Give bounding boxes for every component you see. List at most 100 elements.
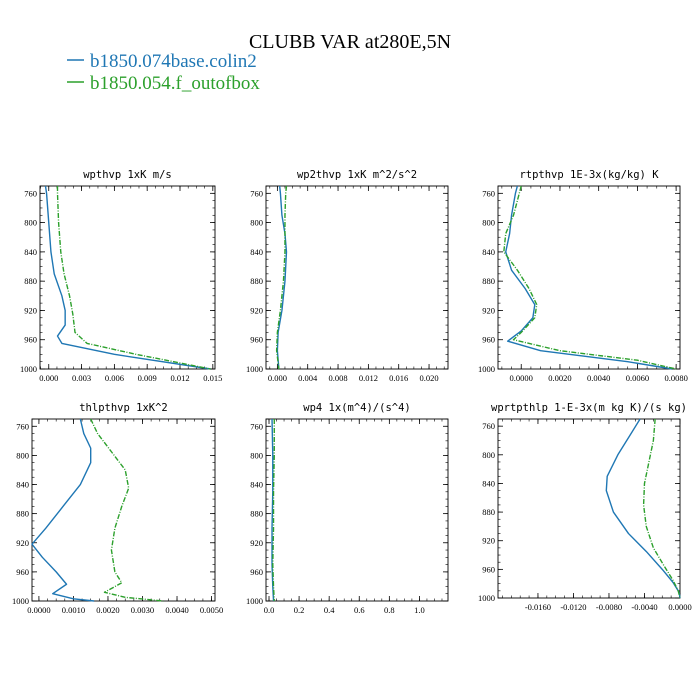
- panel-title: rtpthvp 1E-3x(kg/kg) K: [519, 169, 659, 181]
- panel-title: wprtpthlp 1-E-3x(m kg K)/(s kg): [491, 402, 687, 414]
- y-tick-label: 920: [250, 538, 263, 548]
- x-tick-label: 0.0000: [668, 602, 691, 612]
- y-tick-label: 840: [16, 480, 29, 490]
- x-tick-label: 0.0060: [626, 373, 649, 383]
- y-tick-label: 1000: [246, 364, 263, 374]
- y-tick-label: 840: [482, 478, 495, 488]
- y-tick-label: 960: [24, 335, 37, 345]
- x-tick-label: 0.6: [354, 605, 365, 615]
- y-tick-label: 880: [250, 509, 263, 519]
- panel-frame: [265, 185, 449, 370]
- legend-label-2: b1850.054.f_outofbox: [90, 73, 260, 94]
- series-line-1: [505, 185, 673, 370]
- y-tick-label: 960: [250, 335, 263, 345]
- y-tick-label: 800: [482, 218, 495, 228]
- x-tick-label: 0.020: [419, 373, 438, 383]
- x-tick-label: 0.004: [298, 373, 318, 383]
- series-line-1: [44, 185, 211, 370]
- panel-frame: [31, 418, 216, 602]
- y-tick-label: 1000: [478, 364, 495, 374]
- y-tick-label: 840: [250, 247, 263, 257]
- panel-5: wp4 1x(m^4)/(s^4) 0.0 0.2 0.4 0.6 0.8 1.0 760 80…: [246, 402, 449, 615]
- legend: b1850.074base.colin2 b1850.054.f_outofbo…: [67, 51, 260, 94]
- x-tick-label: -0.0120: [560, 602, 586, 612]
- x-tick-label: 0.003: [72, 373, 91, 383]
- y-tick-label: 800: [250, 450, 263, 460]
- y-tick-label: 920: [250, 305, 263, 315]
- x-tick-label: 0.012: [170, 373, 189, 383]
- x-tick-label: 0.2: [294, 605, 305, 615]
- panels: wpthvp 1xK m/s 0.000 0.003 0.006 0.009 0.012 0…: [12, 169, 692, 615]
- y-tick-label: 1000: [246, 596, 263, 606]
- y-tick-label: 920: [482, 305, 495, 315]
- x-tick-label: 0.000: [268, 373, 287, 383]
- y-tick-label: 760: [16, 421, 29, 431]
- panel-title: wp2thvp 1xK m^2/s^2: [297, 169, 417, 181]
- y-tick-label: 760: [482, 421, 495, 431]
- panel-frame: [497, 418, 681, 599]
- x-tick-label: 0.0040: [165, 605, 188, 615]
- series-line-1: [31, 418, 95, 602]
- panel-frame: [39, 185, 216, 370]
- y-tick-label: 760: [24, 188, 37, 198]
- series-line-2: [56, 186, 211, 370]
- y-tick-label: 920: [482, 536, 495, 546]
- y-tick-label: 840: [24, 247, 37, 257]
- panel-title: wp4 1x(m^4)/(s^4): [303, 402, 410, 414]
- x-tick-label: 0.0000: [510, 373, 533, 383]
- panel-title: wpthvp 1xK m/s: [83, 169, 172, 181]
- series-line-2: [272, 419, 275, 602]
- x-tick-label: 0.012: [359, 373, 378, 383]
- y-tick-label: 960: [16, 567, 29, 577]
- x-tick-label: 0.4: [324, 605, 335, 615]
- y-tick-label: 800: [482, 450, 495, 460]
- x-tick-label: -0.0040: [631, 602, 657, 612]
- x-tick-label: 0.006: [105, 373, 124, 383]
- x-tick-label: 0.0020: [96, 605, 119, 615]
- y-tick-label: 880: [482, 507, 495, 517]
- x-tick-label: 0.009: [138, 373, 157, 383]
- y-tick-label: 880: [24, 276, 37, 286]
- x-tick-label: 0.8: [384, 605, 395, 615]
- y-tick-label: 880: [482, 276, 495, 286]
- series-line-1: [605, 418, 681, 599]
- series-line-2: [275, 185, 288, 370]
- x-tick-label: 0.000: [39, 373, 58, 383]
- panel-1: wpthvp 1xK m/s 0.000 0.003 0.006 0.009 0.012 0…: [20, 169, 222, 383]
- panel-title: thlpthvp 1xK^2: [79, 402, 168, 414]
- series-line-1: [276, 185, 288, 370]
- series-line-2: [90, 418, 164, 602]
- y-tick-label: 840: [250, 480, 263, 490]
- y-tick-label: 800: [24, 218, 37, 228]
- y-tick-label: 840: [482, 247, 495, 257]
- panel-3: rtpthvp 1E-3x(kg/kg) K 0.0000 0.0020 0.0040…: [478, 169, 688, 383]
- x-tick-label: 0.0080: [664, 373, 687, 383]
- panel-4: thlpthvp 1xK^2 0.0000 0.0010 0.0020 0.0030 0.…: [12, 402, 223, 615]
- y-tick-label: 880: [16, 509, 29, 519]
- y-tick-label: 960: [250, 567, 263, 577]
- x-tick-label: 0.016: [389, 373, 408, 383]
- y-tick-label: 760: [250, 421, 263, 431]
- y-tick-label: 1000: [12, 596, 29, 606]
- x-tick-label: 1.0: [414, 605, 425, 615]
- panel-frame: [265, 418, 449, 602]
- y-tick-label: 920: [24, 305, 37, 315]
- x-tick-label: 0.0: [264, 605, 275, 615]
- figure-title: CLUBB VAR at280E,5N: [249, 31, 451, 53]
- panel-2: wp2thvp 1xK m^2/s^2 0.000 0.004 0.008 0.012 0…: [246, 169, 449, 383]
- y-tick-label: 960: [482, 564, 495, 574]
- x-tick-label: 0.0040: [587, 373, 610, 383]
- x-tick-label: 0.008: [328, 373, 347, 383]
- x-tick-label: 0.015: [203, 373, 222, 383]
- y-tick-label: 760: [250, 188, 263, 198]
- y-tick-label: 1000: [478, 593, 495, 603]
- series-line-2: [503, 185, 677, 370]
- series-line-2: [642, 418, 681, 599]
- x-tick-label: 0.0050: [200, 605, 223, 615]
- x-tick-label: 0.0020: [548, 373, 571, 383]
- y-tick-label: 1000: [20, 364, 37, 374]
- x-tick-label: 0.0010: [62, 605, 85, 615]
- y-tick-label: 760: [482, 188, 495, 198]
